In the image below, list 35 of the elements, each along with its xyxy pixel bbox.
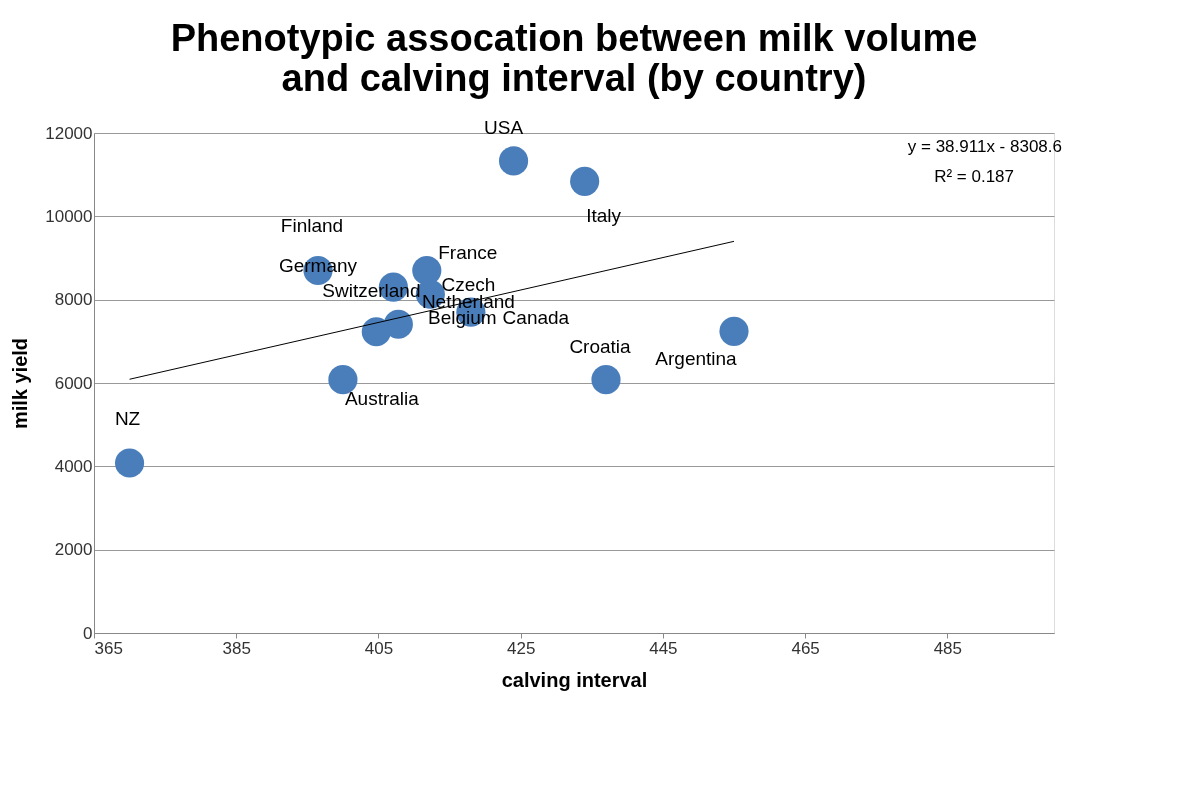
annotation: Canada [502,307,570,329]
x-tick-label: 445 [649,638,678,658]
annotation: Italy [586,205,622,227]
annotation: USA [484,116,524,138]
y-tick-label: 6000 [54,373,93,393]
y-axis-title: milk yield [9,337,32,430]
x-tick-label: 365 [94,638,123,658]
x-axis-title: calving interval [501,668,648,691]
annotation: Australia [344,387,420,409]
annotation: Czech [441,274,496,296]
y-tick-label: 2000 [54,540,93,560]
annotation: NZ [114,408,141,429]
y-tick-label: 10000 [45,206,93,226]
chart-title: Phenotypic assocation between milk volume and calving interval (by country) [170,16,978,99]
y-tick-label: 12000 [45,123,93,143]
point [719,316,749,346]
annotation: y = 38.911x - 8308.6 [907,137,1062,156]
x-tick-label: 485 [933,638,963,658]
y-tick-label: 4000 [54,456,93,476]
x-tick-label: 385 [222,638,251,658]
point [498,146,529,176]
point [570,166,600,196]
annotation: France [438,241,498,263]
annotation: R² = 0.187 [934,167,1014,186]
annotation: Argentina [655,348,738,370]
y-tick-label: 0 [83,623,93,643]
annotation: Croatia [569,335,632,357]
point [361,317,391,347]
point [114,448,145,478]
x-tick-label: 405 [364,638,394,658]
x-tick-label: 425 [506,638,536,658]
point [591,365,621,395]
x-tick-label: 465 [791,638,820,658]
annotation: Finland [280,214,344,236]
y-tick-label: 8000 [54,290,93,310]
